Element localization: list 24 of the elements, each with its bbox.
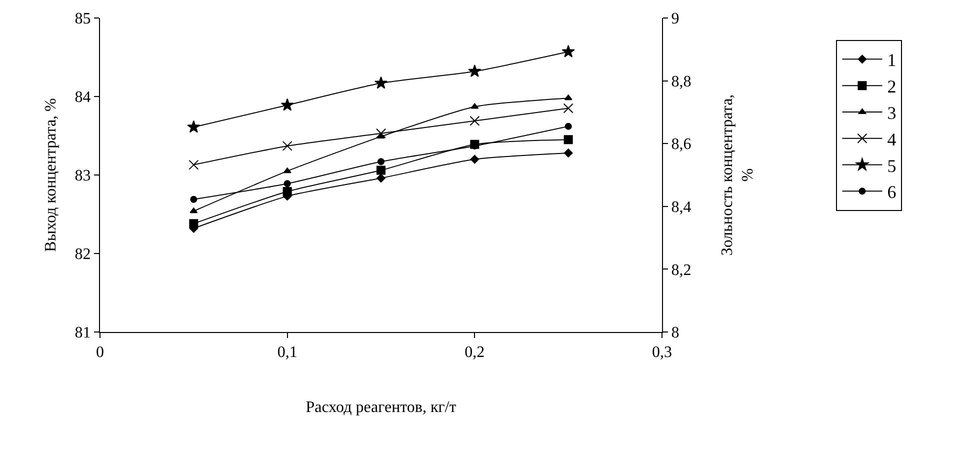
legend-label: 1 (887, 50, 896, 70)
x-tick-label: 0,3 (652, 344, 672, 362)
legend-label: 4 (887, 129, 896, 150)
y-tick-label: 83 (74, 168, 91, 185)
y-axis-title: Выход концентрата, % (42, 98, 60, 252)
y2-tick-label: 8,6 (671, 136, 692, 154)
y2-axis-title: Зольность концентрата, % (718, 94, 757, 256)
y-tick-label: 82 (74, 246, 91, 264)
y2-tick-label: 9 (671, 10, 680, 28)
y2-tick-label: 8,4 (671, 199, 692, 216)
legend-label: 3 (887, 103, 896, 123)
legend-label: 5 (887, 156, 896, 176)
legend-label: 2 (887, 76, 896, 97)
y-tick-label: 81 (74, 324, 91, 342)
y2-tick-label: 8 (671, 324, 680, 342)
y-tick-label: 85 (74, 10, 91, 28)
y2-tick-label: 8,8 (671, 73, 692, 90)
x-tick-label: 0 (96, 344, 104, 362)
legend-label: 6 (887, 182, 896, 202)
y-tick-label: 84 (74, 89, 91, 106)
y2-tick-label: 8,2 (671, 262, 692, 279)
x-axis-title: Расход реагентов, кг/т (306, 398, 456, 416)
x-tick-label: 0,2 (464, 344, 485, 362)
x-tick-label: 0,1 (277, 344, 298, 362)
